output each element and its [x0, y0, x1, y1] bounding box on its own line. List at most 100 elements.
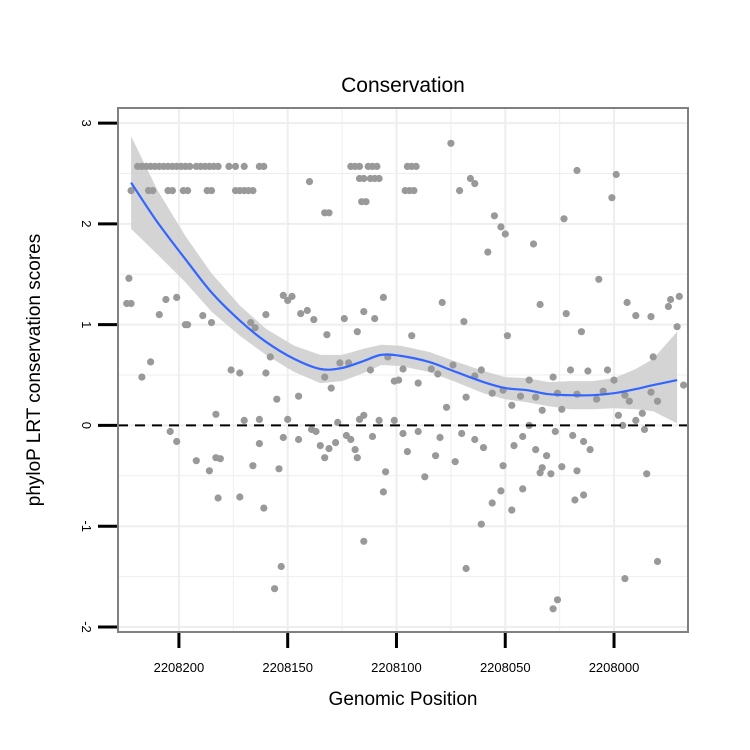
data-point: [462, 564, 470, 573]
data-point: [266, 353, 274, 361]
data-point: [125, 274, 133, 282]
data-point: [562, 310, 570, 318]
data-point: [532, 446, 540, 454]
data-point: [466, 174, 474, 183]
data-point: [368, 432, 377, 441]
data-point: [412, 162, 420, 170]
data-point: [360, 174, 368, 183]
data-point: [399, 365, 407, 373]
data-point: [608, 194, 616, 202]
data-point: [536, 300, 544, 309]
data-point: [619, 421, 627, 429]
data-point: [395, 376, 403, 384]
data-point: [599, 387, 607, 395]
data-point: [584, 367, 592, 375]
data-point: [603, 366, 612, 374]
data-point: [240, 162, 248, 170]
data-point: [408, 332, 416, 340]
data-point: [436, 433, 444, 442]
data-point: [260, 162, 268, 170]
x-tick-label: 2208000: [589, 660, 640, 675]
data-point: [558, 463, 566, 471]
data-point: [612, 170, 620, 179]
data-point: [227, 366, 235, 374]
data-point: [214, 162, 222, 170]
data-point: [295, 392, 303, 400]
y-tick-label: 2: [79, 220, 94, 227]
chart-title: Conservation: [341, 74, 465, 97]
data-point: [255, 415, 263, 423]
data-point: [449, 361, 457, 369]
data-point: [379, 293, 387, 301]
data-point: [360, 308, 368, 316]
data-point: [279, 291, 287, 299]
data-point: [653, 557, 662, 566]
data-point: [632, 312, 640, 320]
data-point: [214, 494, 222, 502]
y-tick-label: 0: [79, 422, 94, 429]
data-point: [653, 397, 662, 405]
data-point: [353, 454, 361, 462]
data-point: [580, 491, 588, 499]
data-point: [560, 215, 568, 223]
smooth-curve: [130, 181, 678, 397]
data-point: [451, 458, 459, 466]
data-point: [303, 306, 311, 315]
data-point: [262, 311, 270, 319]
confidence-band: [131, 136, 678, 424]
data-point: [414, 427, 422, 436]
data-point: [371, 315, 379, 323]
data-point: [623, 298, 631, 307]
data-point: [647, 388, 655, 396]
data-point: [508, 401, 516, 409]
data-point: [147, 358, 155, 366]
data-point: [149, 187, 157, 195]
data-point: [442, 403, 451, 411]
data-point: [519, 432, 527, 441]
data-point: [173, 437, 181, 446]
data-point: [566, 366, 575, 374]
data-point: [586, 446, 594, 454]
data-point: [192, 457, 200, 465]
data-point: [212, 454, 220, 462]
data-point: [308, 425, 316, 434]
data-point: [334, 418, 342, 426]
data-point: [421, 473, 429, 481]
data-point: [184, 321, 192, 329]
x-tick-label: 2208100: [371, 660, 422, 675]
smooth-fit-line: [130, 181, 678, 397]
data-point: [593, 395, 601, 403]
data-point: [184, 187, 192, 195]
data-point: [647, 313, 655, 321]
data-point: [462, 393, 470, 401]
data-point: [173, 293, 181, 301]
data-point: [632, 416, 640, 424]
data-point: [460, 318, 468, 326]
data-point: [484, 248, 492, 256]
data-point: [525, 376, 533, 384]
data-point: [240, 416, 248, 424]
data-point: [273, 395, 281, 403]
data-point: [551, 427, 559, 436]
y-tick-label: -1: [79, 520, 94, 532]
data-point: [490, 212, 498, 220]
data-point: [458, 429, 466, 438]
data-point: [610, 376, 618, 384]
data-point: [640, 425, 649, 434]
data-point: [279, 433, 287, 442]
data-point: [207, 187, 216, 195]
data-point: [225, 162, 233, 170]
data-point: [382, 468, 390, 476]
data-point: [625, 397, 633, 405]
data-point: [471, 180, 479, 188]
data-point: [262, 369, 270, 377]
data-point: [488, 499, 496, 507]
data-point: [231, 162, 240, 170]
data-point: [510, 442, 518, 450]
data-points: [123, 139, 688, 613]
data-point: [247, 319, 255, 327]
data-point: [277, 562, 285, 571]
data-point: [479, 444, 488, 452]
x-tick-label: 2208200: [154, 660, 205, 675]
data-point: [212, 410, 220, 418]
